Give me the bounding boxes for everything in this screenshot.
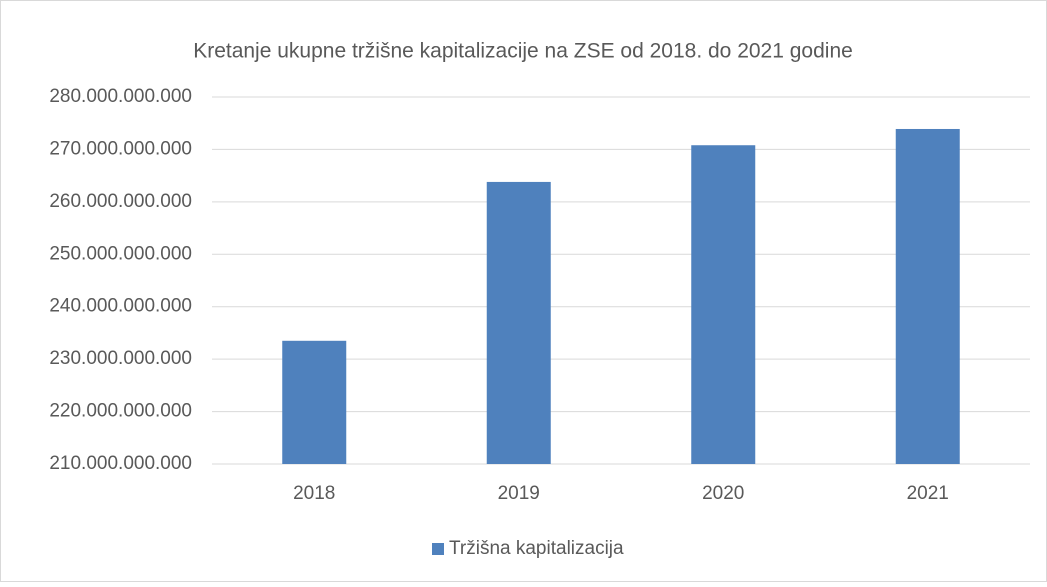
x-tick-label: 2021 [907,483,949,504]
chart-title: Kretanje ukupne tržišne kapitalizacije n… [193,40,853,63]
y-tick-label: 270.000.000.000 [49,138,192,159]
bar [486,181,551,465]
x-tick-label: 2018 [293,483,335,504]
y-tick-label: 280.000.000.000 [49,86,192,107]
y-tick-label: 210.000.000.000 [49,453,192,474]
y-tick-label: 240.000.000.000 [49,296,192,317]
bar [691,145,756,464]
legend-swatch [432,543,444,555]
y-tick-label: 230.000.000.000 [49,348,192,369]
legend-label: Tržišna kapitalizacija [449,538,624,559]
x-tick-label: 2020 [702,483,744,504]
y-tick-label: 250.000.000.000 [49,243,192,264]
y-tick-label: 220.000.000.000 [49,401,192,422]
bar [895,128,960,464]
y-tick-label: 260.000.000.000 [49,191,192,212]
x-tick-label: 2019 [498,483,540,504]
bar [282,340,347,464]
